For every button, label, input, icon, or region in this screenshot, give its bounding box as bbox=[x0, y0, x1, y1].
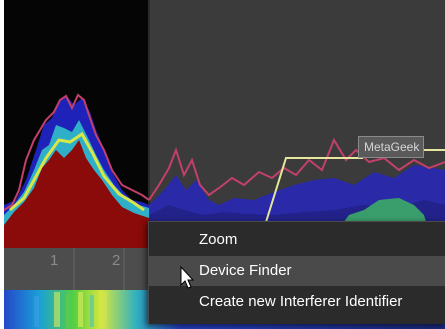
x-tick-1: 1 bbox=[50, 252, 59, 269]
waterfall-texture bbox=[34, 292, 107, 327]
density-red-left bbox=[4, 140, 149, 248]
context-menu: Zoom Device Finder Create new Interferer… bbox=[148, 221, 445, 324]
menu-item-device-finder[interactable]: Device Finder bbox=[149, 256, 445, 286]
density-yellow-left bbox=[9, 131, 145, 212]
mouse-cursor-icon bbox=[180, 266, 195, 289]
trace-line-left bbox=[4, 93, 150, 211]
interferer-tag[interactable]: MetaGeek bbox=[358, 136, 425, 158]
menu-item-create-interferer-identifier[interactable]: Create new Interferer Identifier bbox=[199, 293, 403, 310]
menu-item-zoom[interactable]: Zoom bbox=[199, 231, 238, 248]
x-tick-2: 2 bbox=[112, 252, 121, 269]
trace-line-right bbox=[148, 137, 445, 201]
